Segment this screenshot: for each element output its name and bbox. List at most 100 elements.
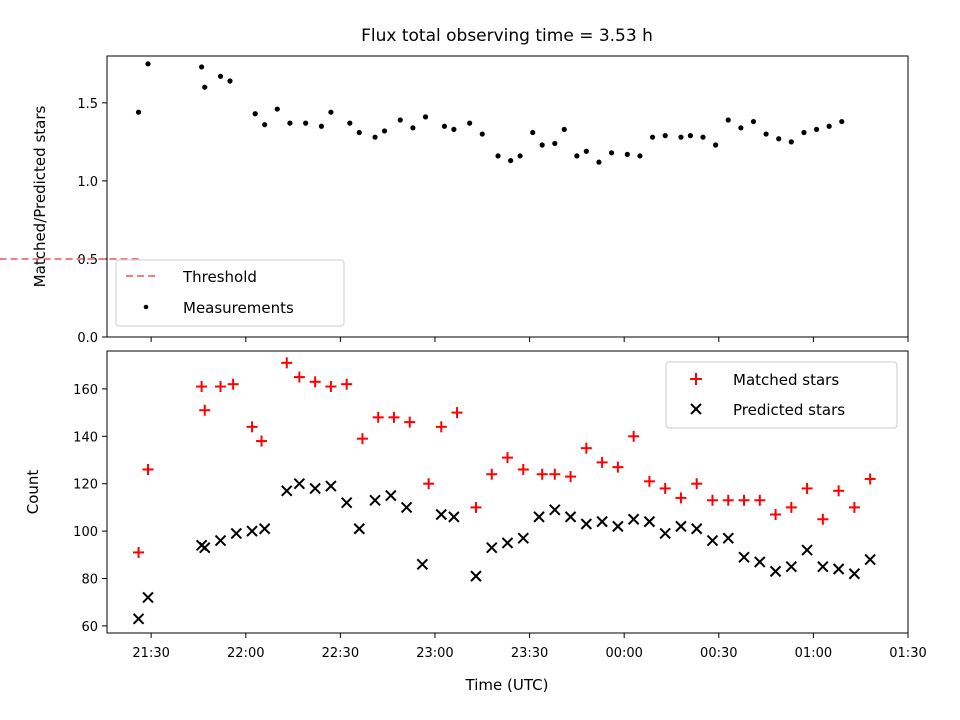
matched-star-point (565, 471, 577, 483)
measurement-point (410, 125, 416, 131)
matched-star-point (675, 492, 687, 504)
chart-title: Flux total observing time = 3.53 h (361, 26, 653, 46)
predicted-star-point (659, 527, 671, 540)
matched-star-point (659, 482, 671, 494)
top-panel: 0.0 0.5 1.0 1.5 Matched/Predicted stars Thr… (0, 55, 909, 346)
predicted-star-point (564, 511, 577, 523)
measurement-point (145, 61, 151, 67)
top-y-tick-label: 1.0 (77, 175, 98, 190)
predicted-star-point (435, 508, 447, 521)
measurement-point (217, 73, 224, 79)
measurement-point (552, 140, 558, 147)
predicted-star-point (612, 520, 624, 533)
matched-star-point (309, 376, 321, 388)
top-legend-box (115, 259, 345, 327)
predicted-star-point (643, 515, 656, 528)
measurement-point (776, 136, 782, 142)
measurement-point (801, 129, 807, 136)
matched-star-point (435, 421, 447, 433)
x-tick-label: 21:30 (132, 646, 169, 661)
matched-star-point (785, 501, 797, 513)
matched-star-point (404, 416, 416, 428)
bottom-y-axis-label: Count (24, 470, 42, 515)
measurement-point (202, 84, 208, 90)
matched-star-point (486, 468, 498, 480)
x-tick-label: 23:00 (416, 646, 453, 661)
predicted-star-point (691, 523, 703, 535)
predicted-star-point (214, 534, 227, 547)
matched-star-point (256, 435, 268, 447)
predicted-star-point (675, 520, 687, 533)
x-tick-label: 01:30 (889, 646, 926, 661)
matched-star-point (801, 482, 813, 494)
predicted-star-point (627, 513, 640, 525)
measurement-point (530, 129, 536, 136)
x-tick-label: 01:00 (795, 646, 832, 661)
predicted-star-point (517, 532, 529, 544)
measurement-point (700, 134, 706, 140)
bottom-plot-frame (106, 350, 909, 634)
predicted-legend-label: Predicted stars (733, 401, 845, 419)
bottom-legend-box (665, 361, 898, 429)
matched-star-point (833, 485, 845, 497)
measurement-point (788, 139, 794, 145)
measurement-point (750, 118, 757, 125)
measurement-point (287, 120, 293, 126)
predicted-star-point (706, 534, 719, 547)
measurement-point (479, 131, 485, 137)
predicted-star-point (470, 570, 482, 582)
top-y-axis-label: Matched/Predicted stars (31, 106, 49, 288)
predicted-star-point (132, 613, 145, 625)
matched-legend-label: Matched stars (733, 371, 839, 389)
measurement-point (328, 109, 334, 115)
predicted-star-point (385, 489, 397, 502)
matched-star-point (356, 433, 368, 445)
measurement-point (839, 118, 845, 125)
bottom-y-tick-label: 80 (81, 572, 98, 587)
measurement-point (508, 157, 514, 164)
matched-star-point (517, 463, 529, 475)
matched-star-point (325, 381, 337, 393)
bottom-y-tick-label: 60 (81, 620, 98, 635)
matched-star-point (817, 513, 829, 525)
predicted-star-point (596, 515, 608, 528)
measurement-point (397, 117, 403, 123)
predicted-star-point (325, 480, 337, 492)
predicted-star-point (785, 560, 798, 573)
measurement-point (687, 133, 694, 139)
predicted-star-point (486, 541, 498, 554)
matched-star-point (738, 494, 750, 506)
matched-star-point (580, 442, 592, 454)
measurement-point (662, 133, 668, 139)
predicted-star-point (722, 532, 734, 544)
predicted-star-point (199, 541, 211, 554)
measurements-legend-swatch (143, 304, 149, 310)
measurement-point (624, 151, 630, 157)
matched-star-point (293, 371, 305, 383)
x-tick-label: 22:30 (322, 646, 359, 661)
predicted-star-point (353, 523, 365, 535)
matched-star-point (628, 430, 640, 442)
top-legend: Threshold Measurements (115, 259, 345, 327)
measurement-point (356, 129, 362, 136)
measurement-point (303, 120, 309, 126)
matched-star-point (196, 381, 208, 393)
x-axis-label: Time (UTC) (465, 676, 549, 694)
measurement-point (583, 148, 589, 154)
predicted-star-point (549, 504, 561, 516)
measurement-point (517, 153, 523, 159)
bottom-legend: Matched stars Predicted stars (665, 361, 898, 429)
matched-star-point (423, 478, 435, 490)
measurement-point (318, 123, 325, 129)
matched-star-point (215, 381, 227, 393)
measurement-point (495, 153, 501, 159)
matched-star-point (502, 452, 513, 464)
predicted-star-point (448, 511, 460, 523)
predicted-star-point (580, 518, 593, 530)
predicted-star-point (533, 511, 545, 523)
x-tick-label: 00:30 (700, 646, 737, 661)
measurement-point (451, 126, 457, 132)
measurement-point (738, 125, 744, 131)
bottom-panel: 60 80 100 120 140 160 21:30 22:00 22:30 23:00 23:3… (24, 350, 927, 694)
